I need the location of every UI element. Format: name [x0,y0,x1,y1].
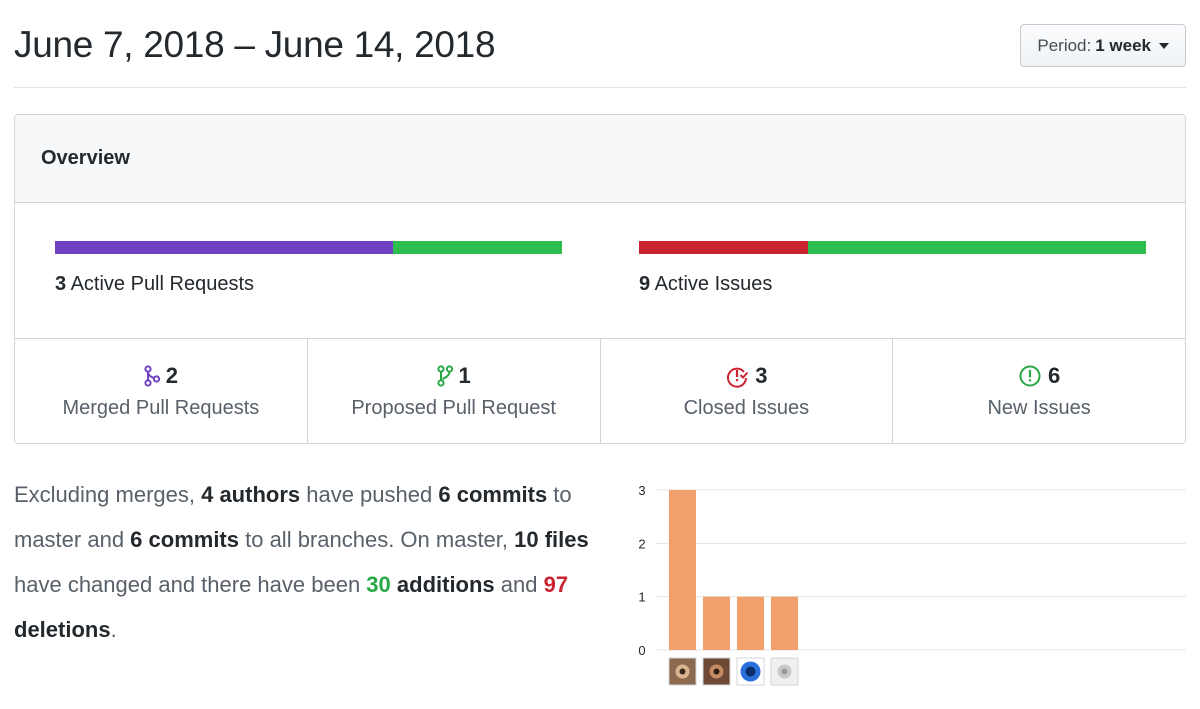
y-tick-label: 1 [638,590,645,605]
issues-bar-closed-segment [639,241,808,254]
avatar-photo-2-avatar[interactable] [702,657,731,686]
summary-text-6: and [494,572,544,597]
summary-text-4: to all branches. On master, [239,527,515,552]
avatar-github-default-avatar[interactable] [770,657,799,686]
overview-title: Overview [15,115,1185,203]
bar-author-4[interactable] [771,596,798,650]
period-label: Period: [1037,35,1092,55]
deletions-label: deletions [14,617,111,642]
files-changed-count: 10 files [514,527,589,552]
merged-pull-requests-stat[interactable]: 2 Merged Pull Requests [15,339,308,443]
closed-issues-count: 3 [755,363,768,388]
commit-summary-text: Excluding merges, 4 authors have pushed … [14,472,604,652]
summary-text-5: have changed and there have been [14,572,367,597]
all-branches-commits-count: 6 commits [130,527,239,552]
git-pull-request-icon [436,365,453,387]
bar-author-2[interactable] [703,596,730,650]
issues-bar-new-segment [807,241,1146,254]
new-issues-label: New Issues [987,397,1091,419]
overview-panel: Overview 3 Active Pull Requests 9 Active… [14,114,1186,444]
authors-count: 4 authors [201,482,301,507]
active-issues-count: 9 [639,273,651,295]
period-select-button[interactable]: Period: 1 week [1020,24,1186,67]
page-header: June 7, 2018 – June 14, 2018 Period: 1 w… [14,0,1186,88]
proposed-pull-request-label: Proposed Pull Request [351,397,556,419]
bar-author-3[interactable] [737,596,764,650]
closed-issues-label: Closed Issues [683,397,810,419]
active-issues-link[interactable]: 9 Active Issues [639,273,772,296]
merged-pull-requests-label: Merged Pull Requests [62,397,260,419]
active-issues-label: Active Issues [654,273,773,295]
summary-text-2: have pushed [300,482,439,507]
y-tick-label: 3 [638,483,645,498]
date-range-title: June 7, 2018 – June 14, 2018 [14,24,496,65]
caret-down-icon [1159,42,1169,49]
summary-text-1: Excluding merges, [14,482,202,507]
active-pull-requests-count: 3 [55,273,67,295]
commits-by-author-chart: 0 1 2 3 [638,483,1186,686]
closed-issues-stat[interactable]: 3 Closed Issues [601,339,894,443]
issue-opened-icon [1019,365,1041,387]
pull-requests-bar-merged-segment [55,241,394,254]
issues-bar[interactable] [639,241,1146,254]
avatar-photo-1-avatar[interactable] [668,657,697,686]
deletions-count: 97 [543,572,569,597]
y-tick-label: 0 [638,643,645,658]
issue-closed-icon [727,367,749,388]
summary-text-3: to master and [14,482,572,552]
overview-summary: 3 Active Pull Requests 9 Active Issues [15,203,1185,339]
master-commits-count: 6 commits [438,482,548,507]
proposed-pull-request-stat[interactable]: 1 Proposed Pull Request [308,339,601,443]
pull-requests-bar-open-segment [393,241,562,254]
new-issues-stat[interactable]: 6 New Issues [893,339,1185,443]
merged-pull-requests-count: 2 [165,363,178,388]
additions-count: 30 [366,572,391,597]
overview-stats: 2 Merged Pull Requests 1 Proposed Pull R… [15,339,1185,443]
period-value: 1 week [1095,35,1151,55]
summary-text-7: . [110,617,117,642]
active-pull-requests-label: Active Pull Requests [70,273,254,295]
git-merge-icon [144,365,160,387]
bar-author-1[interactable] [669,490,696,650]
pull-requests-bar[interactable] [55,241,562,254]
y-tick-label: 2 [638,536,645,551]
active-pull-requests-link[interactable]: 3 Active Pull Requests [55,273,254,296]
avatar-logo-blue-avatar[interactable] [736,657,765,686]
new-issues-count: 6 [1048,363,1061,388]
proposed-pull-request-count: 1 [458,363,471,388]
additions-label: additions [390,572,495,597]
